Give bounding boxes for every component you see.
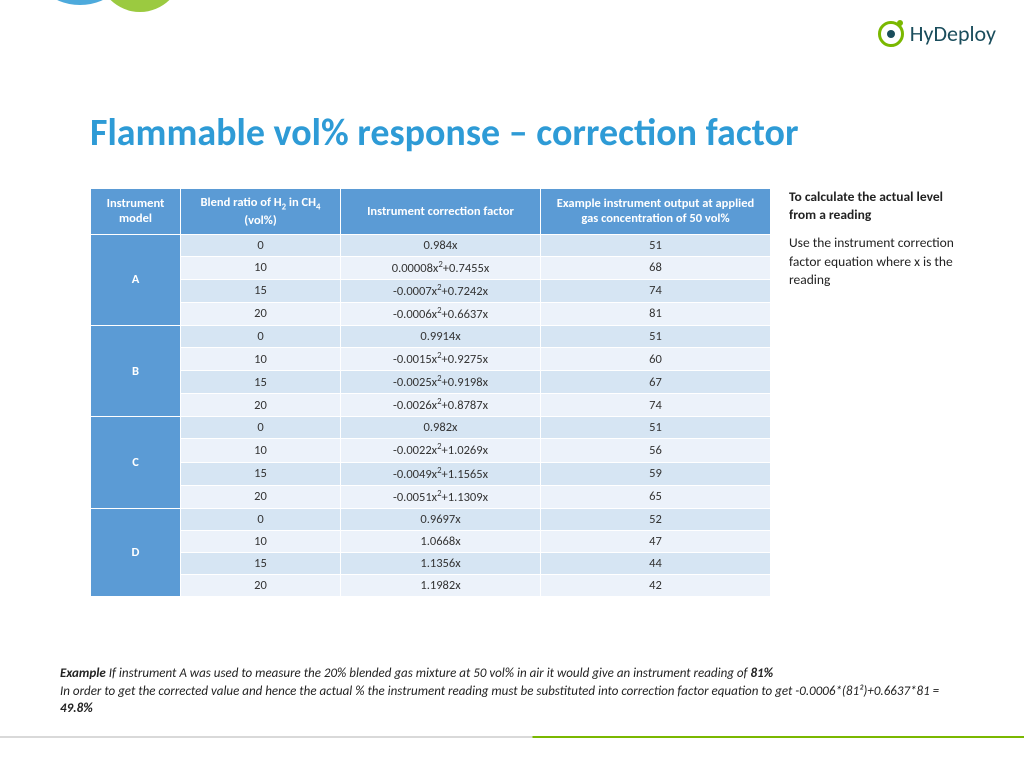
table-row: A00.984x51 bbox=[91, 234, 771, 256]
col-header-model: Instrument model bbox=[91, 189, 181, 235]
table-row: 15-0.0025x2+0.9198x67 bbox=[91, 371, 771, 394]
table-row: 10-0.0015x2+0.9275x60 bbox=[91, 347, 771, 370]
cell-blend: 20 bbox=[181, 485, 341, 508]
side-note-heading: To calculate the actual level from a rea… bbox=[789, 188, 943, 223]
cell-blend: 20 bbox=[181, 574, 341, 596]
example-label: Example bbox=[60, 666, 106, 681]
cell-output: 60 bbox=[541, 347, 771, 370]
example-line2b: 49.8% bbox=[60, 701, 93, 716]
cell-factor: -0.0051x2+1.1309x bbox=[341, 485, 541, 508]
table-row: D00.9697x52 bbox=[91, 508, 771, 530]
table-row: 10-0.0022x2+1.0269x56 bbox=[91, 439, 771, 462]
col-header-output: Example instrument output at applied gas… bbox=[541, 189, 771, 235]
cell-output: 42 bbox=[541, 574, 771, 596]
cell-model: C bbox=[91, 417, 181, 508]
cell-output: 74 bbox=[541, 394, 771, 417]
table-row: B00.9914x51 bbox=[91, 325, 771, 347]
table-header-row: Instrument model Blend ratio of H2 in CH… bbox=[91, 189, 771, 235]
table-row: 20-0.0006x2+0.6637x81 bbox=[91, 302, 771, 325]
cell-blend: 20 bbox=[181, 394, 341, 417]
cell-factor: -0.0022x2+1.0269x bbox=[341, 439, 541, 462]
col-header-blend: Blend ratio of H2 in CH4 (vol%) bbox=[181, 189, 341, 235]
brand-name: HyDeploy bbox=[910, 20, 996, 47]
example-line2a: In order to get the corrected value and … bbox=[60, 684, 939, 699]
example-line1a: If instrument A was used to measure the … bbox=[106, 666, 751, 681]
cell-factor: 1.1356x bbox=[341, 552, 541, 574]
table-row: 100.00008x2+0.7455x68 bbox=[91, 256, 771, 279]
cell-output: 51 bbox=[541, 325, 771, 347]
cell-factor: -0.0006x2+0.6637x bbox=[341, 302, 541, 325]
cell-factor: 0.982x bbox=[341, 417, 541, 439]
decorative-circles bbox=[20, 0, 240, 60]
cell-output: 44 bbox=[541, 552, 771, 574]
cell-factor: -0.0007x2+0.7242x bbox=[341, 279, 541, 302]
cell-blend: 0 bbox=[181, 508, 341, 530]
side-note: To calculate the actual level from a rea… bbox=[789, 188, 969, 289]
cell-output: 52 bbox=[541, 508, 771, 530]
table-row: 20-0.0026x2+0.8787x74 bbox=[91, 394, 771, 417]
brand-logo-icon bbox=[878, 21, 904, 47]
deco-circle-2 bbox=[98, 0, 182, 12]
cell-model: B bbox=[91, 325, 181, 416]
cell-blend: 15 bbox=[181, 552, 341, 574]
cell-model: A bbox=[91, 234, 181, 325]
correction-factor-table: Instrument model Blend ratio of H2 in CH… bbox=[90, 188, 771, 597]
cell-blend: 20 bbox=[181, 302, 341, 325]
table-row: 15-0.0049x2+1.1565x59 bbox=[91, 462, 771, 485]
cell-blend: 10 bbox=[181, 439, 341, 462]
cell-output: 56 bbox=[541, 439, 771, 462]
cell-output: 51 bbox=[541, 417, 771, 439]
cell-factor: -0.0026x2+0.8787x bbox=[341, 394, 541, 417]
cell-factor: 0.00008x2+0.7455x bbox=[341, 256, 541, 279]
table-row: 201.1982x42 bbox=[91, 574, 771, 596]
cell-factor: -0.0025x2+0.9198x bbox=[341, 371, 541, 394]
cell-model: D bbox=[91, 508, 181, 596]
cell-blend: 15 bbox=[181, 279, 341, 302]
cell-output: 47 bbox=[541, 530, 771, 552]
cell-blend: 0 bbox=[181, 325, 341, 347]
side-note-body: Use the instrument correction factor equ… bbox=[789, 234, 969, 289]
cell-blend: 15 bbox=[181, 371, 341, 394]
brand-logo: HyDeploy bbox=[878, 20, 996, 47]
cell-output: 81 bbox=[541, 302, 771, 325]
cell-blend: 0 bbox=[181, 234, 341, 256]
cell-blend: 10 bbox=[181, 530, 341, 552]
example-text: Example If instrument A was used to meas… bbox=[60, 665, 960, 718]
cell-blend: 10 bbox=[181, 256, 341, 279]
cell-output: 68 bbox=[541, 256, 771, 279]
footer-divider bbox=[0, 736, 1024, 738]
cell-factor: -0.0049x2+1.1565x bbox=[341, 462, 541, 485]
cell-blend: 10 bbox=[181, 347, 341, 370]
example-line1b: 81% bbox=[750, 666, 773, 681]
table-row: 20-0.0051x2+1.1309x65 bbox=[91, 485, 771, 508]
table-row: 101.0668x47 bbox=[91, 530, 771, 552]
col-header-factor: Instrument correction factor bbox=[341, 189, 541, 235]
cell-blend: 0 bbox=[181, 417, 341, 439]
table-row: 15-0.0007x2+0.7242x74 bbox=[91, 279, 771, 302]
table-row: 151.1356x44 bbox=[91, 552, 771, 574]
cell-factor: 0.984x bbox=[341, 234, 541, 256]
slide-title: Flammable vol% response – correction fac… bbox=[90, 110, 798, 156]
cell-factor: 1.0668x bbox=[341, 530, 541, 552]
cell-factor: 0.9697x bbox=[341, 508, 541, 530]
cell-factor: -0.0015x2+0.9275x bbox=[341, 347, 541, 370]
cell-output: 67 bbox=[541, 371, 771, 394]
cell-output: 74 bbox=[541, 279, 771, 302]
cell-output: 51 bbox=[541, 234, 771, 256]
cell-output: 59 bbox=[541, 462, 771, 485]
cell-output: 65 bbox=[541, 485, 771, 508]
cell-factor: 0.9914x bbox=[341, 325, 541, 347]
table-row: C00.982x51 bbox=[91, 417, 771, 439]
cell-blend: 15 bbox=[181, 462, 341, 485]
cell-factor: 1.1982x bbox=[341, 574, 541, 596]
